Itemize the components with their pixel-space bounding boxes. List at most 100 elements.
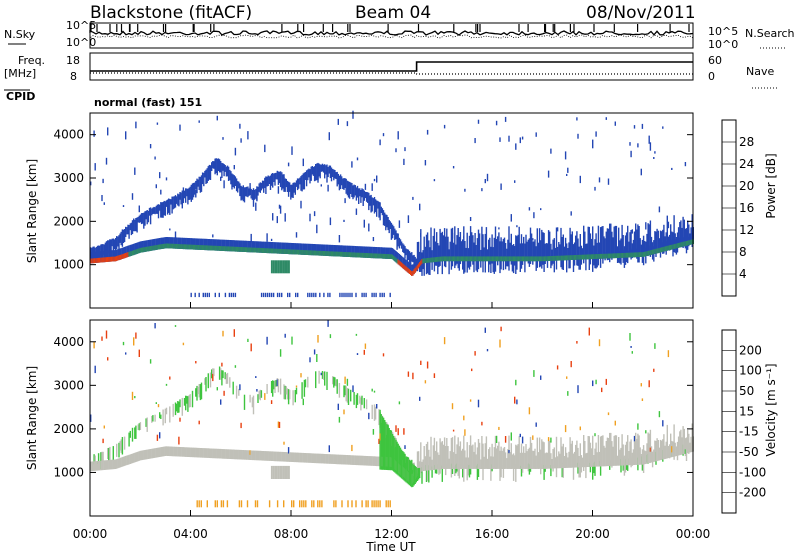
power-band-cell: [121, 247, 124, 259]
power-band-cell: [337, 245, 339, 257]
velocity-band-cell: [127, 455, 129, 465]
power-band-core-cell: [592, 254, 594, 260]
power-band-cell: [221, 239, 223, 251]
velocity-noise-cell: [486, 349, 489, 352]
velocity-band-cell: [229, 449, 231, 459]
power-band-core-cell: [145, 246, 147, 252]
velocity-noise-cell: [154, 323, 156, 329]
velocity-echo-cell: [321, 371, 324, 379]
velocity-band-cell: [436, 441, 438, 470]
power-near-cell: [379, 292, 381, 298]
velocity-echo-cell: [426, 465, 429, 482]
power-noise-cell: [320, 184, 322, 187]
power-band-cell: [433, 228, 436, 262]
power-echo-cell: [173, 196, 176, 209]
velocity-near-cell: [206, 500, 208, 508]
time-tick-label: 00:00: [676, 527, 711, 541]
power-band-cell: [610, 223, 612, 259]
velocity-band-cell: [629, 441, 631, 466]
power-band-cell: [302, 243, 304, 255]
velocity-noise-cell: [508, 450, 510, 454]
velocity-band-cell: [244, 450, 247, 460]
velocity-band-cell: [447, 446, 449, 469]
power-band-cell: [475, 245, 477, 262]
velocity-band-cell: [424, 456, 427, 471]
power-band-cell: [368, 246, 370, 258]
power-band-core-cell: [651, 249, 654, 255]
power-band-cell: [159, 238, 161, 250]
velocity-band-cell: [330, 454, 333, 464]
power-band-cell: [207, 239, 209, 251]
power-echo-cell: [400, 241, 403, 249]
power-band-core-cell: [615, 253, 618, 259]
velocity-noise-cell: [376, 404, 378, 409]
time-tick-label: 00:00: [73, 527, 108, 541]
velocity-noise-cell: [363, 349, 365, 355]
power-echo-cell: [261, 180, 264, 189]
power-band-cell: [452, 242, 455, 262]
power-patch-cell: [282, 260, 284, 274]
velocity-band-cell: [181, 447, 183, 457]
velocity-echo-cell: [361, 395, 363, 405]
power-band-cell: [508, 226, 510, 262]
velocity-near-cell: [333, 500, 335, 508]
power-noise-cell: [346, 121, 349, 127]
velocity-echo-cell: [181, 397, 183, 416]
velocity-flow-cell: [417, 468, 420, 480]
power-band-core-cell: [257, 247, 259, 253]
power-band-cell: [272, 242, 274, 254]
power-band-core-cell: [607, 253, 610, 259]
power-band-core-cell: [476, 256, 479, 262]
power-noise-cell: [630, 150, 632, 158]
power-noise-cell: [355, 208, 358, 215]
power-band-core-cell: [175, 243, 178, 249]
power-band-core-cell: [328, 251, 330, 257]
velocity-band-cell: [287, 452, 290, 462]
velocity-echo-cell: [283, 384, 285, 400]
velocity-echo-cell: [259, 389, 261, 401]
power-band-core-cell: [178, 244, 180, 249]
velocity-band-cell: [255, 450, 257, 461]
velocity-band-cell: [497, 445, 499, 469]
velocity-band-cell: [547, 439, 550, 469]
power-band-core-cell: [114, 256, 117, 262]
velocity-flow-cell: [399, 447, 402, 478]
power-echo-cell: [195, 180, 197, 190]
power-band-cell: [387, 247, 389, 259]
velocity-noise-cell: [382, 353, 385, 357]
velocity-noise-cell: [223, 390, 225, 396]
velocity-band-cell: [318, 453, 320, 464]
power-near-cell: [355, 292, 357, 298]
power-band-core-cell: [512, 256, 515, 262]
power-band-cell: [403, 257, 405, 270]
power-band-cell: [671, 231, 673, 250]
velocity-echo-cell: [196, 385, 198, 401]
power-band-core-cell: [313, 250, 316, 256]
velocity-noise-cell: [101, 336, 103, 341]
power-echo-cell: [334, 170, 336, 179]
power-band-core-cell: [420, 260, 422, 266]
velocity-band-cell: [581, 457, 584, 468]
power-echo-cell: [309, 169, 311, 184]
power-band-cell: [646, 233, 648, 256]
velocity-band-cell: [454, 435, 456, 469]
velocity-band-cell: [220, 448, 222, 459]
power-band-cell: [534, 239, 536, 262]
velocity-noise-cell: [264, 393, 266, 400]
power-band-cell: [503, 237, 506, 262]
power-noise-cell: [379, 139, 381, 146]
power-band-cell: [424, 246, 427, 263]
velocity-band-cell: [364, 455, 367, 466]
velocity-band-cell: [223, 449, 225, 459]
power-band-cell: [465, 247, 467, 262]
power-echo-cell: [576, 254, 578, 266]
velocity-band-cell: [148, 449, 151, 459]
power-band-core-cell: [658, 248, 661, 253]
velocity-near-cell: [240, 500, 243, 508]
velocity-band-cell: [139, 450, 142, 461]
power-noise-cell: [343, 219, 345, 222]
power-echo-cell: [433, 256, 436, 272]
power-near-cell: [329, 292, 331, 298]
velocity-band-cell: [555, 436, 558, 469]
power-band-core-cell: [275, 248, 277, 254]
